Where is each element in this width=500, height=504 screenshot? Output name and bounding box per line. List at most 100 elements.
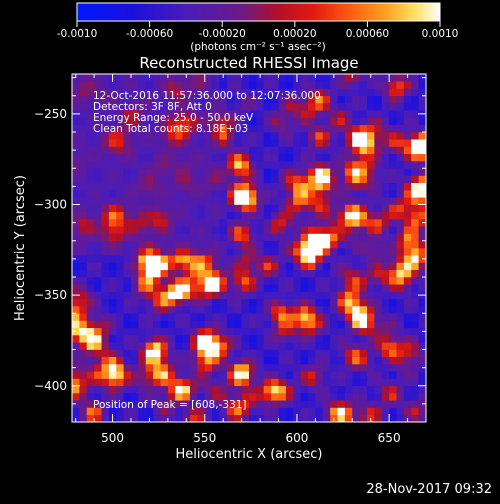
heatmap-cell [285, 284, 294, 292]
heatmap-cell [241, 393, 250, 401]
heatmap-cell [308, 298, 316, 307]
heatmap-cell [322, 356, 331, 365]
heatmap-cell [116, 204, 124, 213]
heatmap-cell [352, 81, 360, 89]
heatmap-cell [411, 284, 419, 292]
heatmap-cell [86, 81, 95, 89]
heatmap-cell [300, 182, 309, 191]
heatmap-cell [123, 124, 132, 133]
heatmap-cell [300, 81, 309, 89]
heatmap-cell [79, 233, 88, 242]
heatmap-cell [263, 219, 272, 227]
heatmap-cell [145, 182, 154, 191]
heatmap-cell [167, 335, 176, 343]
heatmap-cell [300, 240, 309, 249]
heatmap-cell [153, 407, 161, 416]
heatmap-cell [79, 226, 88, 234]
heatmap-cell [108, 385, 117, 394]
heatmap-cell [234, 371, 242, 379]
heatmap-cell [123, 291, 132, 300]
heatmap-cell [167, 371, 176, 379]
heatmap-cell [123, 269, 132, 278]
heatmap-cell [167, 414, 176, 422]
heatmap-cell [145, 335, 154, 343]
heatmap-cell [308, 284, 316, 292]
heatmap-cell [352, 132, 360, 140]
heatmap-cell [175, 385, 183, 394]
heatmap-cell [285, 219, 294, 227]
heatmap-cell [167, 364, 176, 372]
heatmap-cell [330, 190, 338, 198]
heatmap-cell [123, 306, 132, 314]
heatmap-cell [226, 132, 235, 140]
heatmap-cell [204, 190, 213, 198]
heatmap-cell [131, 364, 139, 372]
heatmap-cell [160, 175, 169, 184]
heatmap-cell [167, 277, 176, 285]
heatmap-cell [411, 146, 419, 155]
heatmap-cell [190, 378, 198, 387]
heatmap-cell [367, 240, 375, 249]
heatmap-cell [123, 407, 132, 416]
heatmap-cell [204, 219, 213, 227]
heatmap-cell [396, 74, 405, 82]
heatmap-cell [285, 269, 294, 278]
heatmap-cell [322, 233, 331, 242]
heatmap-cell [322, 400, 331, 408]
heatmap-cell [175, 81, 183, 89]
heatmap-cell [293, 168, 301, 176]
heatmap-cell [249, 364, 257, 372]
heatmap-cell [308, 110, 316, 118]
heatmap-cell [241, 124, 250, 133]
heatmap-cell [396, 262, 405, 271]
heatmap-cell [418, 124, 426, 133]
heatmap-cell [131, 110, 139, 118]
heatmap-cell [145, 371, 154, 379]
heatmap-cell [278, 277, 287, 285]
heatmap-cell [315, 74, 324, 82]
heatmap-cell [160, 298, 169, 307]
heatmap-cell [344, 327, 353, 336]
heatmap-cell [86, 371, 95, 379]
heatmap-cell [160, 240, 169, 249]
heatmap-cell [271, 407, 279, 416]
heatmap-cell [256, 393, 265, 401]
heatmap-cell [219, 139, 228, 147]
heatmap-cell [175, 132, 183, 140]
heatmap-cell [293, 248, 301, 256]
heatmap-cell [197, 226, 206, 234]
heatmap-cell [352, 291, 360, 300]
heatmap-cell [308, 161, 316, 169]
heatmap-cell [374, 88, 383, 97]
heatmap-cell [101, 378, 110, 387]
heatmap-cell [418, 335, 426, 343]
heatmap-cell [86, 88, 95, 97]
heatmap-cell [389, 168, 397, 176]
plot-title: Reconstructed RHESSI Image [139, 54, 358, 72]
heatmap-cell [315, 95, 324, 104]
heatmap-cell [396, 219, 405, 227]
heatmap-cell [389, 364, 397, 372]
heatmap-cell [108, 277, 117, 285]
heatmap-cell [175, 342, 183, 350]
heatmap-cell [418, 190, 426, 198]
heatmap-cell [175, 103, 183, 111]
heatmap-cell [167, 161, 176, 169]
heatmap-cell [352, 320, 360, 329]
heatmap-cell [72, 95, 80, 104]
heatmap-cell [308, 146, 316, 155]
heatmap-cell [219, 335, 228, 343]
heatmap-cell [418, 88, 426, 97]
heatmap-cell [249, 110, 257, 118]
heatmap-cell [411, 342, 419, 350]
heatmap-cell [190, 95, 198, 104]
heatmap-cell [249, 103, 257, 111]
heatmap-cell [271, 269, 279, 278]
heatmap-cell [337, 320, 346, 329]
heatmap-cell [322, 349, 331, 358]
heatmap-cell [182, 219, 191, 227]
heatmap-cell [79, 139, 88, 147]
heatmap-cell [249, 233, 257, 242]
heatmap-cell [256, 248, 265, 256]
heatmap-cell [212, 371, 220, 379]
